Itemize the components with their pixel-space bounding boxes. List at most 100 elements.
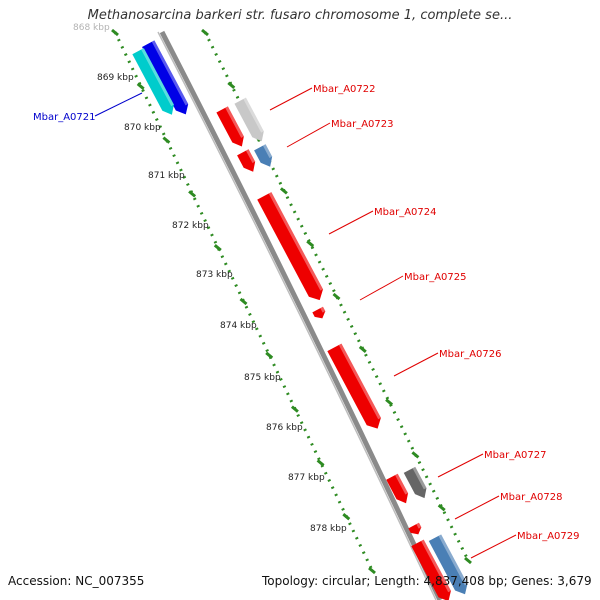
major-tick-right xyxy=(411,451,420,459)
gene-arrow-mbar-a0722-red[interactable] xyxy=(216,106,247,149)
gene-arrow-mbar-a0721-rna[interactable] xyxy=(132,48,177,118)
major-tick-right xyxy=(332,292,341,301)
map-title: Methanosarcina barkeri str. fusaro chrom… xyxy=(87,8,513,23)
gene-label-mbar-a0728[interactable]: Mbar_A0728 xyxy=(500,492,563,503)
gene-arrow-mbar-a0722[interactable] xyxy=(234,97,267,145)
gene-highlight xyxy=(416,522,422,529)
major-tick-left xyxy=(162,136,171,144)
gene-arrow-mbar-a0725[interactable] xyxy=(312,306,327,321)
gene-body xyxy=(257,192,324,301)
gene-label-leader xyxy=(269,87,313,111)
major-tick-left xyxy=(111,28,119,37)
major-tick-left xyxy=(342,513,351,521)
gene-label-leader xyxy=(437,453,484,478)
gene-highlight xyxy=(338,343,381,420)
major-tick-left xyxy=(213,244,222,252)
gene-highlight xyxy=(412,466,427,490)
gene-arrow-mbar-a0727[interactable] xyxy=(403,466,431,501)
gene-highlight xyxy=(225,106,244,138)
gene-label-leader xyxy=(470,534,517,559)
gene-arrow-mbar-a0723-red[interactable] xyxy=(237,149,259,175)
major-tick-right xyxy=(437,504,446,512)
gene-highlight xyxy=(268,192,324,291)
major-tick-left xyxy=(316,459,325,467)
gene-highlight xyxy=(421,539,451,593)
gene-label-mbar-a0721[interactable]: Mbar_A0721 xyxy=(33,112,96,123)
gene-label-leader xyxy=(359,275,404,301)
gene-body xyxy=(408,522,422,535)
major-tick-left xyxy=(290,405,299,413)
kbp-label: 869 kbp xyxy=(97,73,134,83)
gene-label-leader xyxy=(454,495,500,520)
gene-label-leader xyxy=(328,210,374,235)
gene-label-mbar-a0727[interactable]: Mbar_A0727 xyxy=(484,450,547,461)
gene-highlight xyxy=(141,48,174,107)
left-tick-track xyxy=(111,28,376,575)
gene-arrow-mbar-a0726[interactable] xyxy=(327,343,384,433)
kbp-label: 871 kbp xyxy=(148,171,185,181)
chromosome-backbone xyxy=(157,30,443,600)
gene-body xyxy=(216,106,244,147)
gene-body xyxy=(234,97,264,142)
gene-label-leader xyxy=(393,352,439,377)
major-tick-right xyxy=(306,240,315,248)
left-dotted-track xyxy=(113,31,374,571)
kbp-label: 868 kbp xyxy=(73,23,110,33)
gene-body xyxy=(142,40,189,115)
gene-arrow-mbar-a0729[interactable] xyxy=(428,534,471,597)
gene-highlight xyxy=(395,473,409,495)
major-tick-right xyxy=(279,187,288,195)
gene-labels[interactable]: Mbar_A0721 Mbar_A0722 Mbar_A0723 Mbar_A0724… xyxy=(33,84,580,559)
gene-arrow-mbar-a0723[interactable] xyxy=(254,144,276,170)
gene-label-mbar-a0725[interactable]: Mbar_A0725 xyxy=(404,272,467,283)
gene-body xyxy=(411,539,451,600)
gene-arrow-mbar-a0728[interactable] xyxy=(408,522,423,537)
gene-label-mbar-a0726[interactable]: Mbar_A0726 xyxy=(439,349,502,360)
major-tick-left xyxy=(136,82,145,90)
gene-label-leader xyxy=(286,122,331,148)
major-tick-left xyxy=(188,190,197,198)
gene-arrow-mbar-a0729-red[interactable] xyxy=(411,539,454,600)
right-tick-track xyxy=(201,28,472,565)
gene-highlight xyxy=(151,40,189,106)
major-tick-right xyxy=(358,345,367,353)
gene-highlight xyxy=(245,149,256,164)
gene-highlight xyxy=(438,534,468,586)
gene-label-leader xyxy=(94,92,143,117)
gene-highlight xyxy=(243,97,264,133)
genome-summary-text: Topology: circular; Length: 4,837,408 bp… xyxy=(262,574,592,588)
major-tick-right xyxy=(464,556,472,565)
kbp-scale: 868 kbp 869 kbp 870 kbp 871 kbp 872 kbp 873 k… xyxy=(73,23,347,534)
gene-arrow-mbar-a0724[interactable] xyxy=(257,192,327,304)
accession-text: Accession: NC_007355 xyxy=(8,574,145,588)
kbp-label: 875 kbp xyxy=(244,373,281,383)
kbp-label: 878 kbp xyxy=(310,524,347,534)
gene-label-mbar-a0723[interactable]: Mbar_A0723 xyxy=(331,119,394,130)
gene-body xyxy=(428,534,468,595)
kbp-label: 874 kbp xyxy=(220,321,257,331)
gene-arrow-mbar-a0721[interactable] xyxy=(142,40,192,117)
kbp-label: 877 kbp xyxy=(288,473,325,483)
gene-label-mbar-a0722[interactable]: Mbar_A0722 xyxy=(313,84,376,95)
kbp-label: 876 kbp xyxy=(266,423,303,433)
kbp-label: 873 kbp xyxy=(196,270,233,280)
gene-body xyxy=(386,473,409,504)
kbp-label: 870 kbp xyxy=(124,123,161,133)
major-tick-left xyxy=(368,566,376,575)
gene-body xyxy=(132,48,174,115)
major-tick-left xyxy=(239,297,248,306)
gene-body xyxy=(327,343,381,429)
gene-arrow-mbar-a0727-red[interactable] xyxy=(386,473,412,507)
gene-body xyxy=(254,144,273,167)
gene-features[interactable] xyxy=(132,40,471,600)
gene-highlight xyxy=(262,144,273,159)
gene-body xyxy=(237,149,256,172)
backbone-outer-line xyxy=(159,30,443,600)
gene-highlight xyxy=(320,306,326,313)
major-tick-left xyxy=(265,351,274,359)
gene-label-mbar-a0729[interactable]: Mbar_A0729 xyxy=(517,531,580,542)
major-tick-right xyxy=(385,398,394,406)
backbone-inner-line xyxy=(157,31,437,600)
gene-label-mbar-a0724[interactable]: Mbar_A0724 xyxy=(374,207,437,218)
